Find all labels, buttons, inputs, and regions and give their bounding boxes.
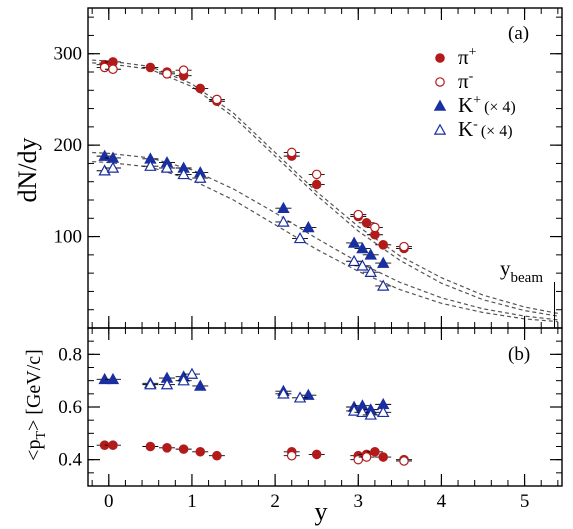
panel-a-point-series-3 xyxy=(177,167,190,180)
panel-a-point-series-0 xyxy=(378,240,389,250)
panel-a-point-series-1 xyxy=(108,64,118,75)
panel-a: 100 200 300 (a) dN/dy π+π-K+ (× 4)K- (× 4) y… xyxy=(13,7,563,329)
y-axis-label-b: <pT> [GeV/c] xyxy=(23,349,49,461)
panel-a-point-series-0 xyxy=(361,218,372,228)
panel-a-point-series-3 xyxy=(160,161,174,173)
panel-a-label: (a) xyxy=(508,23,529,44)
legend-label-0: π+ xyxy=(458,45,477,69)
panel-b-ytick-label: 0.8 xyxy=(58,344,82,365)
panel-b-label: (b) xyxy=(508,344,530,365)
panel-a-point-series-3 xyxy=(376,279,390,291)
panel-b-point-series-0 xyxy=(378,452,389,462)
panel-a-point-series-1 xyxy=(353,209,364,220)
panel-b-point-series-3 xyxy=(376,405,390,418)
panel-b-xtick-label: 2 xyxy=(270,491,280,512)
panel-b-point-series-2 xyxy=(194,379,207,391)
panel-b-xtick-label: 3 xyxy=(354,491,364,512)
panel-a-point-series-1 xyxy=(212,94,222,105)
panel-a-point-series-1 xyxy=(178,65,189,75)
panel-b-xtick-label: 5 xyxy=(520,491,530,512)
panel-a-point-series-3 xyxy=(347,254,361,267)
panel-a-point-series-3 xyxy=(356,259,369,271)
panel-a-point-series-2 xyxy=(356,242,369,254)
panel-b-point-series-1 xyxy=(353,454,364,465)
legend-marker-0 xyxy=(435,53,445,63)
panel-a-ytick-label: 100 xyxy=(54,227,83,248)
panel-a-point-series-1 xyxy=(99,62,110,73)
panel-b-point-series-1 xyxy=(361,452,372,462)
points-b xyxy=(96,367,412,466)
x-axis-label: y xyxy=(315,497,328,526)
panel-b-xtick-label: 0 xyxy=(104,491,114,512)
panel-a-point-series-2 xyxy=(98,149,111,161)
panel-b-point-series-3 xyxy=(347,404,361,416)
panel-a-point-series-2 xyxy=(302,220,315,233)
panel-a-point-series-2 xyxy=(364,248,377,260)
panel-b-point-series-3 xyxy=(185,367,199,379)
panel-b-point-series-1 xyxy=(399,456,409,466)
panel-b-point-series-3 xyxy=(293,391,307,403)
panel-b-point-series-3 xyxy=(160,378,174,390)
panel-b-xtick-label: 4 xyxy=(437,491,447,512)
panel-a-point-series-3 xyxy=(364,265,377,277)
panel-a-point-series-1 xyxy=(399,241,409,252)
panel-a-point-series-3 xyxy=(144,159,157,171)
ticks-b: 0.4 0.6 0.8 0 1 2 3 4 5 xyxy=(58,327,562,512)
panel-a-point-series-3 xyxy=(194,171,207,183)
panel-a-point-series-1 xyxy=(162,69,172,79)
panel-a-point-series-2 xyxy=(376,256,390,268)
panel-b-point-series-1 xyxy=(286,450,297,461)
ybeam-subscript: beam xyxy=(511,270,544,286)
panel-b-frame xyxy=(87,327,563,487)
panel-a-point-series-0 xyxy=(311,179,322,190)
fit-curve-2 xyxy=(92,151,558,321)
panel-b-point-series-0 xyxy=(145,441,156,452)
panel-b-ytick-label: 0.4 xyxy=(58,450,82,471)
panel-b-point-series-0 xyxy=(195,446,206,457)
panel-b-ytick-label: 0.6 xyxy=(58,397,82,418)
legend-label-2: K+ (× 4) xyxy=(458,93,516,117)
panel-b-point-series-3 xyxy=(356,405,369,418)
legend-label-3: K- (× 4) xyxy=(458,117,513,141)
ticks-a: 100 200 300 xyxy=(54,8,562,329)
panel-a-point-series-3 xyxy=(106,161,120,173)
ybeam-label: ybeam xyxy=(500,256,543,286)
panel-b-xtick-label: 1 xyxy=(187,491,197,512)
panel-b-point-series-0 xyxy=(370,446,380,457)
legend-label-1: π- xyxy=(458,69,474,93)
points-a xyxy=(96,57,412,291)
legend-a: π+π-K+ (× 4)K- (× 4) xyxy=(433,45,516,141)
fit-curve-3 xyxy=(92,161,558,323)
ybeam-annotation: ybeam xyxy=(500,256,556,328)
panel-b-point-series-2 xyxy=(98,372,111,385)
panel-b-point-series-0 xyxy=(108,440,118,450)
legend-marker-3 xyxy=(433,123,447,135)
panel-a-point-series-1 xyxy=(311,169,322,180)
panel-a-point-series-1 xyxy=(370,222,380,233)
panel-a-point-series-1 xyxy=(286,147,297,158)
panel-b-point-series-3 xyxy=(364,408,377,420)
y-axis-label-a: dN/dy xyxy=(13,138,42,203)
panel-b-point-series-3 xyxy=(144,378,157,390)
panel-a-point-series-3 xyxy=(277,215,290,227)
panel-b-point-series-0 xyxy=(311,449,322,460)
panel-b-point-series-3 xyxy=(177,374,190,386)
panel-a-point-series-0 xyxy=(145,62,156,73)
panel-b-point-series-2 xyxy=(302,388,315,400)
panel-a-ytick-label: 300 xyxy=(54,44,83,65)
panel-a-point-series-3 xyxy=(293,231,307,244)
panel-b: 0.4 0.6 0.8 0 1 2 3 4 5 (b) <pT> [GeV/c] y xyxy=(23,327,563,526)
legend-marker-1 xyxy=(435,77,445,87)
panel-a-point-series-0 xyxy=(195,83,206,94)
panel-a-ytick-label: 200 xyxy=(54,135,83,156)
panel-b-point-series-0 xyxy=(162,443,172,453)
panel-b-point-series-2 xyxy=(106,372,120,385)
panel-a-point-series-2 xyxy=(347,236,361,248)
panel-b-point-series-0 xyxy=(178,444,189,454)
panel-a-point-series-2 xyxy=(277,201,290,213)
panel-b-point-series-0 xyxy=(212,450,222,461)
panel-b-point-series-3 xyxy=(277,387,290,399)
legend-marker-2 xyxy=(433,99,447,111)
